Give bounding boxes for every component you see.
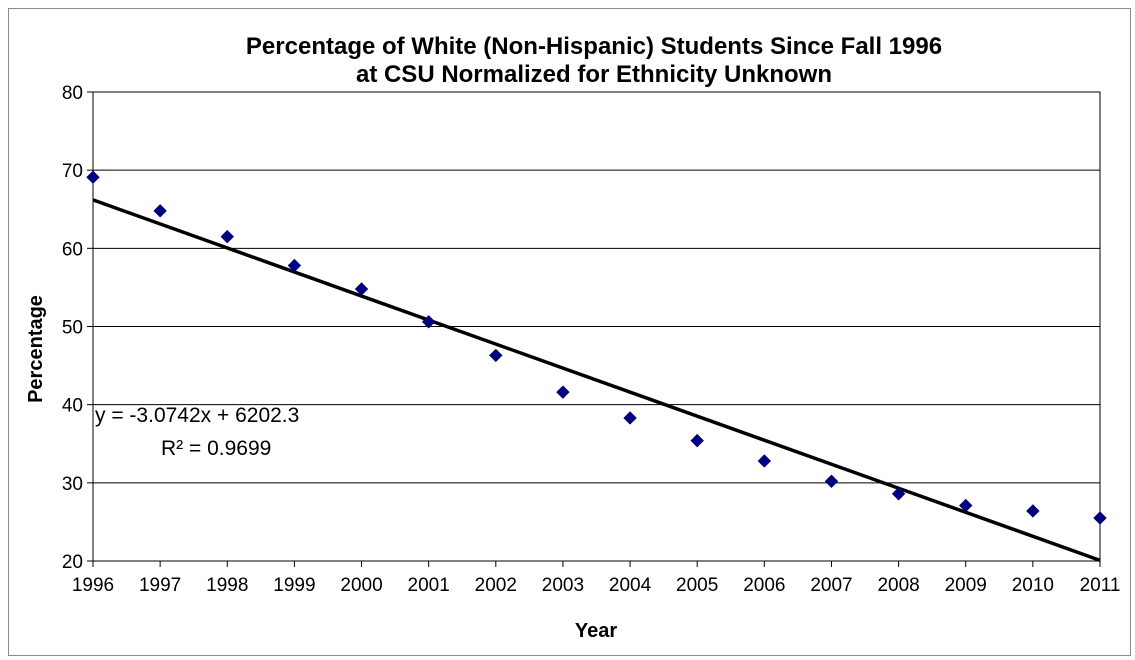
x-tick-label: 2002 [475,575,517,596]
x-tick-label: 2003 [542,575,584,596]
trendline [92,198,1101,562]
data-points [86,170,1107,525]
x-tick-label: 1999 [273,575,315,596]
x-tick-label: 2000 [340,575,382,596]
x-tick-label: 2011 [1080,575,1121,596]
y-tick-label: 20 [62,552,83,573]
x-tick-label: 1997 [139,575,181,596]
x-tick-label: 2001 [408,575,450,596]
data-point [86,170,100,184]
chart-frame: Percentage of White (Non-Hispanic) Stude… [8,8,1131,656]
x-tick-label: 1998 [206,575,248,596]
data-point [220,229,234,244]
data-point [153,204,167,218]
y-tick-label: 70 [62,161,83,182]
x-tick-label: 2009 [945,575,987,596]
data-point [690,433,704,448]
data-point [354,282,369,296]
trendline-group [92,198,1101,562]
chart-subtitle: at CSU Normalized for Ethnicity Unknown [356,61,832,88]
data-point [824,474,839,488]
y-tick-label: 50 [62,318,83,339]
y-axis-title: Percentage [25,295,47,403]
grid-lines [93,169,1100,484]
chart-title: Percentage of White (Non-Hispanic) Stude… [246,33,942,60]
x-tick-label: 2004 [609,575,652,596]
x-tick-label: 2005 [676,575,718,596]
x-tick-label: 2007 [810,575,852,596]
data-point [623,411,637,425]
data-point [489,348,503,363]
data-point [556,385,570,399]
data-point [421,315,436,329]
data-point [891,487,906,501]
tick-labels: 20 30 40 50 60 70 80 1996 1997 1998 1999 2000 2001 20… [62,83,1121,596]
y-tick-label: 80 [62,83,83,104]
data-point [287,258,302,273]
trendline-r-squared: R² = 0.9699 [161,437,271,460]
x-tick-label: 1996 [72,575,114,596]
data-point [1093,511,1107,525]
data-point [959,498,973,513]
y-tick-label: 60 [62,239,83,260]
y-tick-label: 40 [62,396,83,417]
x-tick-label: 2006 [743,575,785,596]
trendline-equation: y = -3.0742x + 6202.3 [95,404,299,427]
data-point [1026,504,1040,518]
data-point [757,454,772,468]
chart-svg: Percentage of White (Non-Hispanic) Stude… [25,33,1121,642]
y-tick-label: 30 [62,474,83,495]
x-axis-title: Year [575,620,617,642]
x-tick-label: 2010 [1012,575,1054,596]
x-tick-label: 2008 [877,575,919,596]
